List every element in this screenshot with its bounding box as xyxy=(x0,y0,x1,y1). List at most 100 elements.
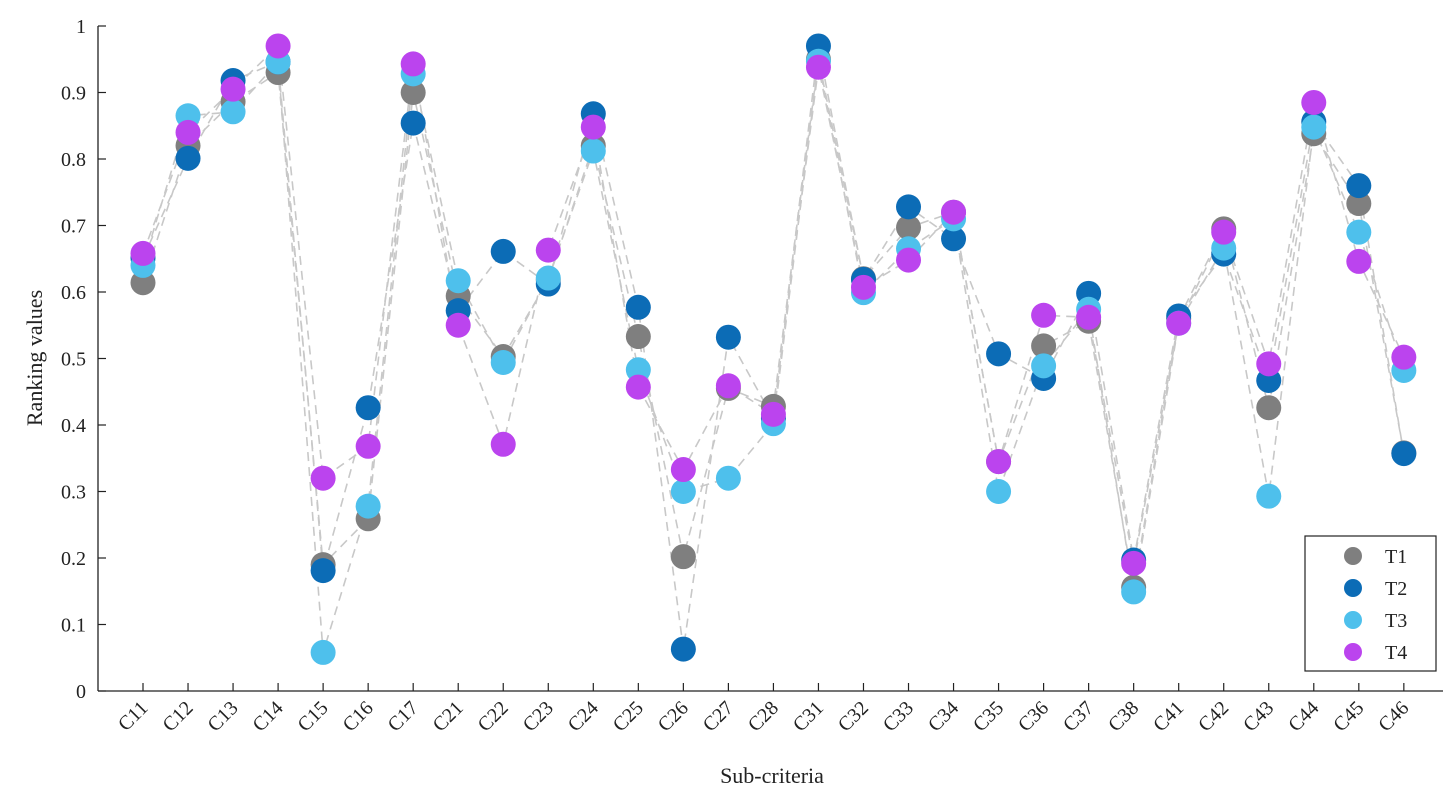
data-points xyxy=(130,33,1417,665)
point-t1-c17 xyxy=(400,80,426,105)
point-t4-c41 xyxy=(1166,310,1192,336)
x-tick-label: C33 xyxy=(879,697,918,736)
point-t4-c16 xyxy=(355,433,381,459)
point-t4-c12 xyxy=(175,119,201,145)
x-tick-label: C25 xyxy=(609,697,648,736)
point-t3-c38 xyxy=(1121,579,1147,605)
point-t4-c14 xyxy=(265,33,291,59)
point-t4-c31 xyxy=(805,54,831,80)
point-t1-c45 xyxy=(1346,191,1372,217)
point-t3-c27 xyxy=(715,465,741,491)
point-t2-c34 xyxy=(941,226,967,252)
y-tick-label: 0.6 xyxy=(61,282,86,304)
point-t4-c38 xyxy=(1121,550,1147,576)
y-tick-label: 0.2 xyxy=(61,548,86,570)
point-t1-c25 xyxy=(625,324,651,350)
point-t4-c44 xyxy=(1301,89,1327,115)
point-t2-c25 xyxy=(625,294,651,320)
point-t2-c27 xyxy=(715,324,741,350)
point-t4-c21 xyxy=(445,312,471,338)
legend-label-t4: T4 xyxy=(1385,642,1407,664)
y-tick-label: 0.5 xyxy=(61,349,86,371)
point-t3-c45 xyxy=(1346,219,1372,245)
point-t4-c25 xyxy=(625,374,651,400)
x-tick-label: C36 xyxy=(1014,697,1053,736)
x-tick-label: C12 xyxy=(158,697,197,736)
y-tick-label: 0.1 xyxy=(61,615,86,637)
point-t4-c23 xyxy=(535,237,561,263)
y-axis-label: Ranking values xyxy=(22,290,47,426)
x-tick-label: C32 xyxy=(834,697,873,736)
x-tick-label: C37 xyxy=(1059,697,1098,736)
x-axis-label: Sub-criteria xyxy=(720,763,824,788)
point-t2-c33 xyxy=(896,194,922,220)
point-t2-c22 xyxy=(490,238,516,264)
legend-label-t3: T3 xyxy=(1385,610,1407,632)
x-tick-label: C26 xyxy=(654,697,693,736)
point-t3-c44 xyxy=(1301,114,1327,140)
point-t3-c35 xyxy=(986,479,1012,504)
point-t4-c32 xyxy=(850,274,876,300)
connector-t3 xyxy=(142,59,1405,653)
series-t4 xyxy=(130,33,1417,576)
legend: T1 T2 T3 T4 xyxy=(1304,535,1437,672)
point-t3-c23 xyxy=(535,265,561,291)
point-t2-c45 xyxy=(1346,173,1372,199)
point-t3-c22 xyxy=(490,349,516,375)
connector-t2 xyxy=(142,45,1405,650)
connector-t1 xyxy=(142,59,1405,588)
point-t2-c15 xyxy=(310,558,336,584)
point-t3-c24 xyxy=(580,138,606,164)
x-tick-label: C45 xyxy=(1329,697,1368,736)
point-t1-c33 xyxy=(896,214,922,240)
point-t4-c27 xyxy=(715,373,741,399)
y-tick-label: 0.9 xyxy=(61,83,86,105)
point-t4-c28 xyxy=(760,401,786,427)
x-tick-label: C21 xyxy=(429,697,468,736)
point-t3-c16 xyxy=(355,493,381,519)
point-t1-c36 xyxy=(1031,333,1057,359)
plot-frame xyxy=(97,26,1443,692)
point-t4-c17 xyxy=(400,51,426,77)
x-tick-label: C27 xyxy=(699,697,738,736)
point-t2-c35 xyxy=(986,341,1012,367)
point-t4-c24 xyxy=(580,114,606,140)
point-t3-c43 xyxy=(1256,483,1282,509)
x-tick-label: C24 xyxy=(564,697,603,736)
x-tick-label: C34 xyxy=(924,697,963,736)
y-tick-label: 0.4 xyxy=(61,415,86,437)
x-tick-label: C42 xyxy=(1194,697,1233,736)
legend-marker-t4 xyxy=(1344,643,1362,661)
point-t1-c26 xyxy=(670,544,696,570)
x-tick-label: C22 xyxy=(474,697,513,736)
x-tick-label: C15 xyxy=(294,697,333,736)
point-t3-c21 xyxy=(445,268,471,294)
x-tick-label: C23 xyxy=(519,697,558,736)
x-tick-label: C41 xyxy=(1149,697,1188,736)
x-tick-label: C31 xyxy=(789,697,828,736)
point-t3-c15 xyxy=(310,639,336,665)
point-t4-c46 xyxy=(1391,344,1417,370)
point-t4-c43 xyxy=(1256,351,1282,377)
y-tick-label: 1 xyxy=(76,16,86,38)
point-t4-c35 xyxy=(986,449,1012,475)
point-t4-c42 xyxy=(1211,219,1237,245)
legend-box xyxy=(1304,535,1437,672)
legend-marker-t1 xyxy=(1344,547,1362,565)
point-t4-c13 xyxy=(220,76,246,102)
point-t2-c17 xyxy=(400,110,426,136)
legend-label-t1: T1 xyxy=(1385,546,1407,568)
x-tick-label: C35 xyxy=(969,697,1008,736)
y-tick-label: 0 xyxy=(76,681,86,703)
x-tick-label: C38 xyxy=(1104,697,1143,736)
point-t4-c15 xyxy=(310,465,336,491)
y-tick-label: 0.7 xyxy=(61,216,86,238)
point-t2-c46 xyxy=(1391,441,1417,467)
point-t3-c36 xyxy=(1031,353,1057,379)
point-t3-c26 xyxy=(670,479,696,504)
point-t2-c26 xyxy=(670,636,696,662)
x-tick-label: C16 xyxy=(339,697,378,736)
x-tick-label: C46 xyxy=(1374,697,1413,736)
point-t1-c11 xyxy=(130,270,156,296)
